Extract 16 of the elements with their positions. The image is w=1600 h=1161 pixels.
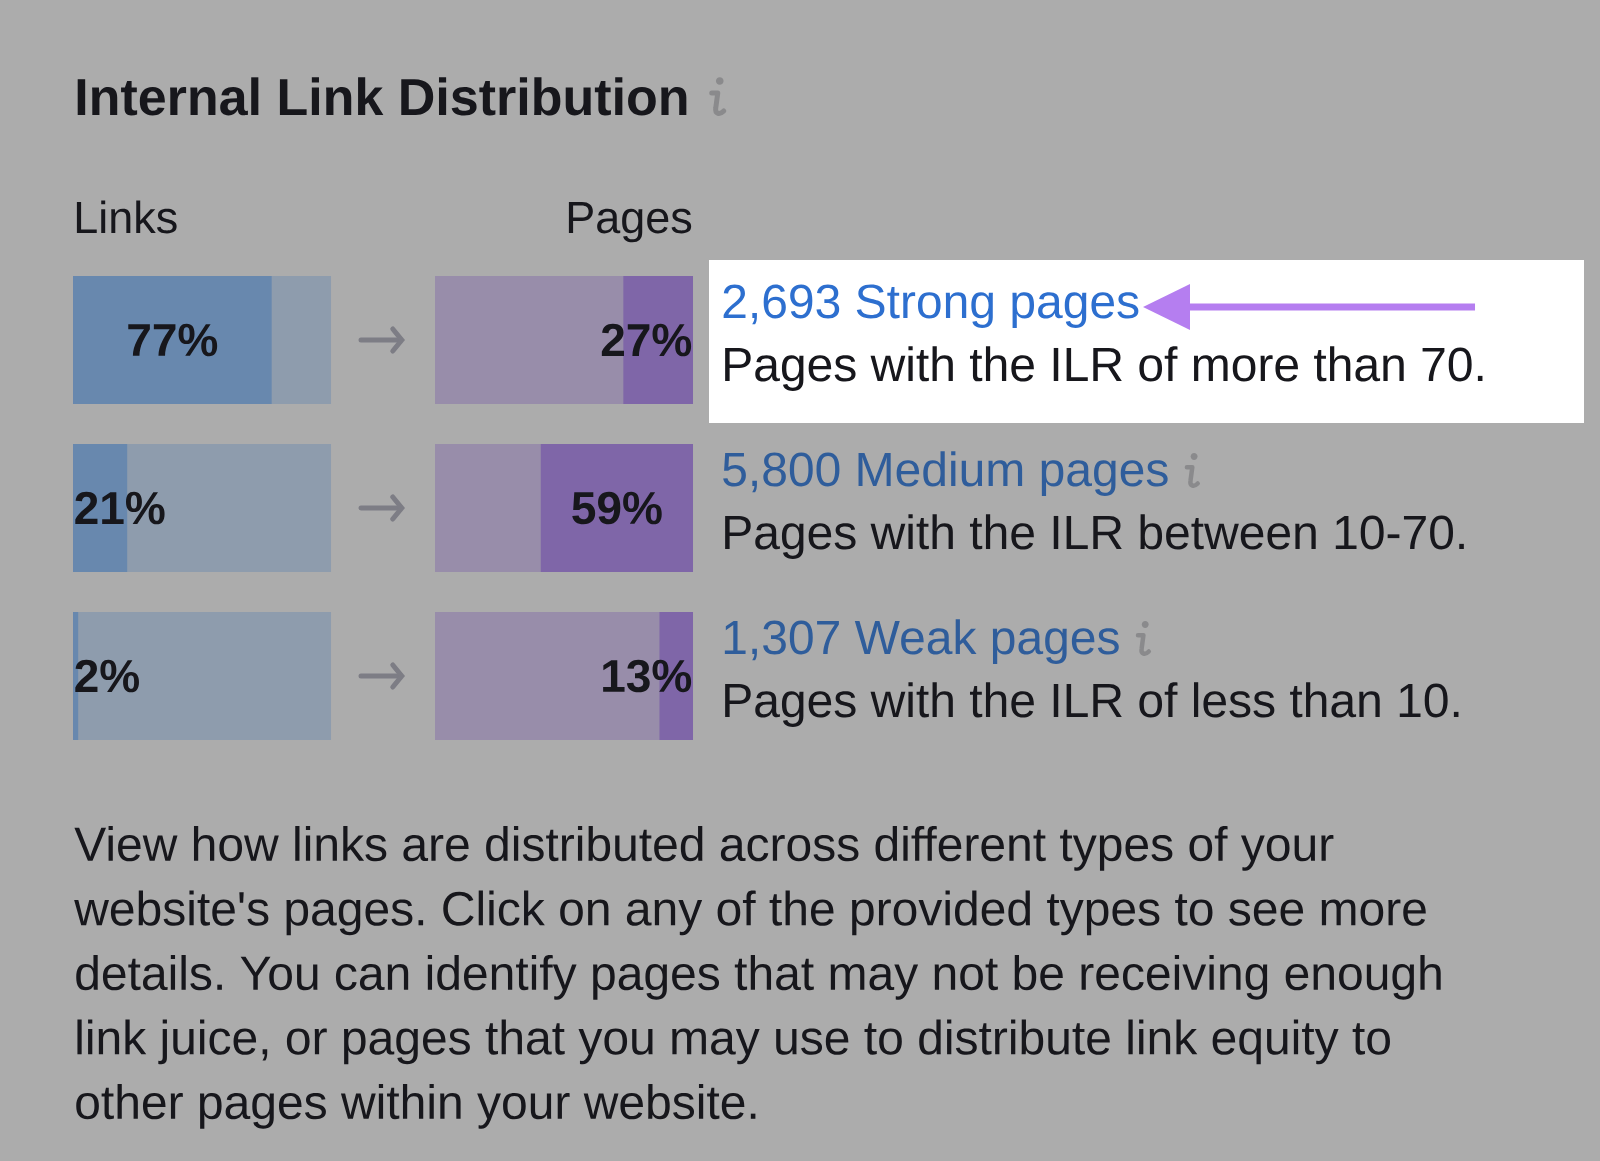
data-label: 2%: [75, 659, 139, 693]
y-tick-label: 5,800 Medium pages: [723, 451, 1168, 496]
text: Pages with the ILR of more than 70.: [725, 346, 1483, 391]
y-tick-label: 1,307 Weak pages: [724, 619, 1119, 664]
text: Pages with the ILR between 10-70.: [725, 514, 1464, 559]
x-axis-title: Links: [76, 200, 177, 234]
data-label: 59%: [572, 491, 662, 525]
x-axis-title: Pages: [568, 202, 692, 243]
text: View how links are distributed across different types of your website's pages. Click on any of the provided types to see more details. You can identify pages that may not be receiving enough link juice, or pages that you may use to distribute link equity to other pages within your website.: [74, 825, 1441, 1129]
data-label: 13%: [603, 659, 692, 693]
chart-title: Internal Link Distribution: [77, 77, 687, 116]
text: Pages with the ILR of less than 10.: [725, 682, 1459, 727]
data-label: 21%: [75, 491, 165, 525]
data-label: 77%: [128, 323, 218, 357]
data-label: 27%: [601, 323, 692, 357]
y-tick-label: 2,693 Strong pages: [723, 284, 1139, 328]
